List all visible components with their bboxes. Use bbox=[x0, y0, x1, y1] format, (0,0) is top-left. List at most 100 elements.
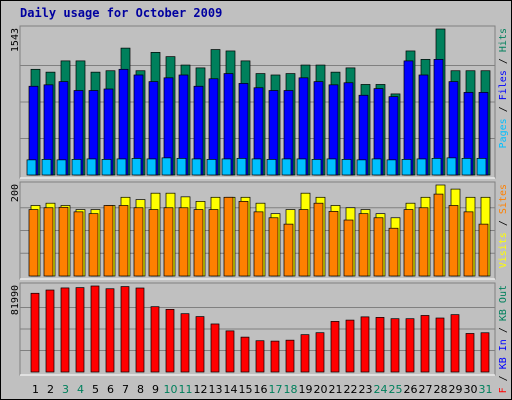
bar-pages bbox=[146, 158, 157, 176]
bar-pages bbox=[56, 159, 67, 176]
bar-kb-f bbox=[120, 286, 130, 373]
bar-pages bbox=[446, 157, 457, 176]
ymax-label-kbytes: 81990 bbox=[10, 285, 21, 315]
bar-pages bbox=[371, 158, 382, 176]
bar-sites bbox=[88, 213, 99, 277]
day-label: 7 bbox=[122, 383, 129, 396]
bar-kb-f bbox=[45, 289, 55, 373]
day-label: 9 bbox=[152, 383, 159, 396]
day-label: 27 bbox=[419, 383, 433, 396]
legend-kbytes: KB F / KB In / KB Out bbox=[498, 285, 509, 400]
bar-sites bbox=[133, 207, 144, 277]
day-label: 21 bbox=[329, 383, 343, 396]
bar-pages bbox=[41, 159, 52, 176]
bar-pages bbox=[416, 158, 427, 176]
bar-sites bbox=[433, 193, 444, 277]
bar-kb-f bbox=[435, 317, 445, 373]
bar-kb-f bbox=[150, 306, 160, 373]
bar-sites bbox=[73, 211, 84, 277]
bar-pages bbox=[281, 158, 292, 176]
bar-kb-f bbox=[480, 332, 490, 373]
bar-sites bbox=[448, 205, 459, 277]
panel-hits: 1543 Pages / Files / Hits bbox=[10, 25, 509, 179]
day-label: 5 bbox=[92, 383, 99, 396]
day-label: 18 bbox=[284, 383, 298, 396]
legend-entry: / bbox=[498, 214, 509, 232]
bar-sites bbox=[298, 209, 309, 277]
bar-files bbox=[433, 59, 444, 176]
bar-sites bbox=[43, 207, 54, 277]
bar-pages bbox=[341, 159, 352, 176]
bar-sites bbox=[253, 211, 264, 277]
day-label: 26 bbox=[404, 383, 418, 396]
bar-pages bbox=[311, 159, 322, 176]
bar-kb-f bbox=[165, 309, 175, 373]
bar-kb-f bbox=[420, 315, 430, 373]
legend-entry: Visits bbox=[498, 232, 509, 268]
bar-pages bbox=[101, 159, 112, 176]
bar-files bbox=[403, 60, 414, 176]
bar-sites bbox=[373, 217, 384, 277]
bar-sites bbox=[418, 207, 429, 277]
legend-entry: Files bbox=[498, 70, 509, 100]
bar-kb-f bbox=[345, 319, 355, 373]
bar-sites bbox=[208, 209, 219, 277]
day-label: 8 bbox=[137, 383, 144, 396]
bar-pages bbox=[221, 158, 232, 176]
bar-sites bbox=[358, 213, 369, 277]
bar-pages bbox=[176, 157, 187, 176]
day-label: 17 bbox=[269, 383, 283, 396]
legend-entry: Pages bbox=[498, 118, 509, 148]
bar-pages bbox=[356, 159, 367, 176]
bar-sites bbox=[238, 201, 249, 277]
bar-kb-f bbox=[300, 334, 310, 373]
bar-kb-f bbox=[450, 314, 460, 373]
bar-pages bbox=[161, 157, 172, 176]
bar-sites bbox=[388, 227, 399, 277]
day-label: 28 bbox=[434, 383, 448, 396]
ymax-label-visits: 200 bbox=[10, 184, 21, 202]
day-label: 22 bbox=[344, 383, 358, 396]
bar-sites bbox=[163, 207, 174, 277]
bar-kb-f bbox=[90, 285, 100, 373]
day-label: 2 bbox=[47, 383, 54, 396]
day-label: 15 bbox=[239, 383, 253, 396]
day-label: 3 bbox=[62, 383, 69, 396]
legend-visits: Visits / Sites bbox=[498, 184, 509, 268]
bar-kb-f bbox=[180, 313, 190, 373]
panel-kbytes: 81990 KB F / KB In / KB Out bbox=[10, 282, 509, 400]
bar-pages bbox=[461, 157, 472, 176]
day-label: 24 bbox=[374, 383, 388, 396]
bar-pages bbox=[116, 158, 127, 176]
bar-sites bbox=[193, 209, 204, 277]
bar-pages bbox=[26, 159, 37, 176]
legend-entry: Hits bbox=[498, 28, 509, 52]
bar-kb-f bbox=[315, 332, 325, 373]
bar-kb-f bbox=[210, 323, 220, 373]
bar-kb-f bbox=[225, 330, 235, 373]
bar-pages bbox=[296, 158, 307, 176]
panel-visits: 200 Visits / Sites bbox=[10, 181, 509, 280]
day-label: 11 bbox=[179, 383, 193, 396]
bar-pages bbox=[386, 159, 397, 176]
bar-pages bbox=[476, 157, 487, 176]
bar-pages bbox=[266, 159, 277, 176]
bar-pages bbox=[251, 158, 262, 176]
bar-sites bbox=[328, 211, 339, 277]
legend-entry: / bbox=[498, 369, 509, 387]
bar-sites bbox=[118, 205, 129, 277]
bar-sites bbox=[103, 205, 114, 277]
bar-kb-f bbox=[360, 316, 370, 373]
legend-entry: / bbox=[498, 321, 509, 339]
bar-kb-f bbox=[270, 340, 280, 373]
legend-entry: KB Out bbox=[498, 285, 509, 321]
bar-pages bbox=[431, 157, 442, 176]
bar-kb-f bbox=[105, 288, 115, 373]
bar-kb-f bbox=[405, 318, 415, 373]
day-label: 23 bbox=[359, 383, 373, 396]
bar-pages bbox=[131, 158, 142, 176]
bar-kb-f bbox=[330, 321, 340, 373]
legend-hits: Pages / Files / Hits bbox=[498, 28, 509, 148]
legend-entry: KB In bbox=[498, 339, 509, 369]
bar-kb-f bbox=[375, 317, 385, 373]
